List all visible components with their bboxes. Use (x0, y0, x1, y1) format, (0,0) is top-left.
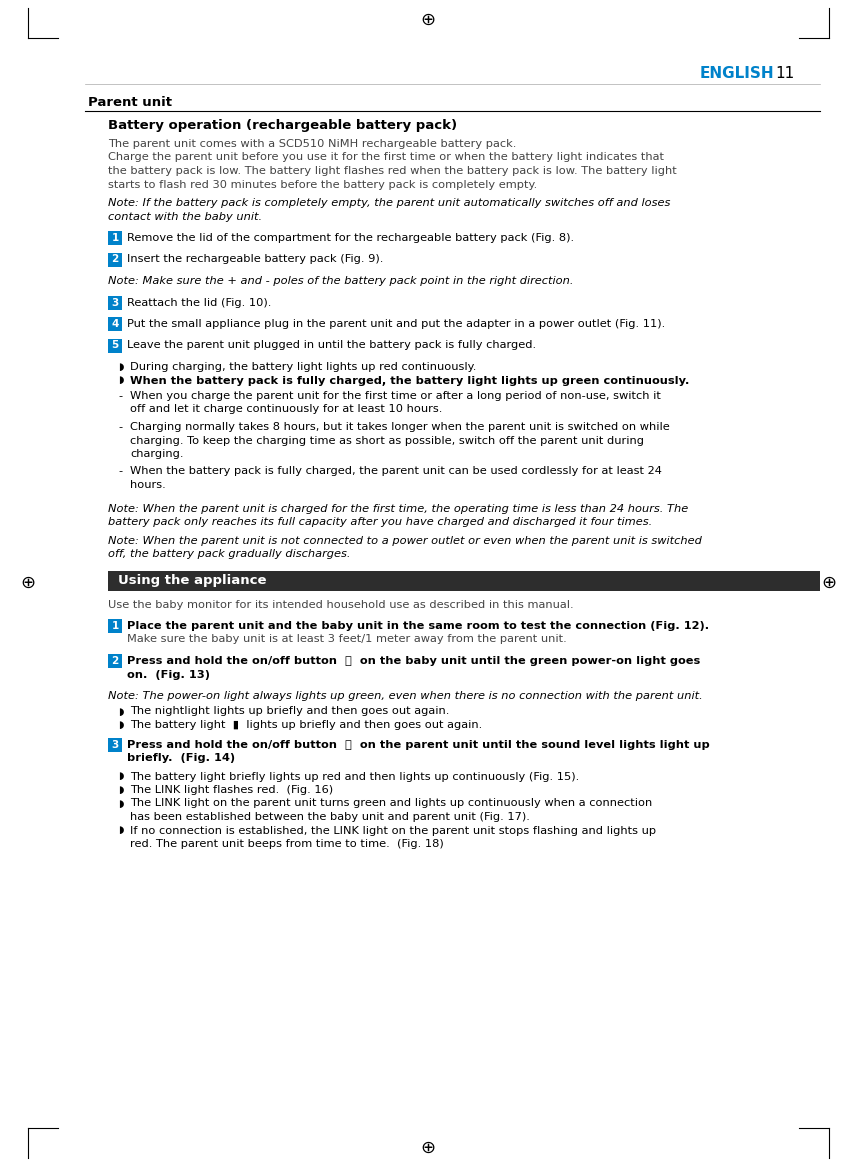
Text: If no connection is established, the LINK light on the parent unit stops flashin: If no connection is established, the LIN… (130, 826, 656, 836)
Text: the battery pack is low. The battery light flashes red when the battery pack is : the battery pack is low. The battery lig… (108, 166, 677, 176)
Text: red. The parent unit beeps from time to time.  (Fig. 18): red. The parent unit beeps from time to … (130, 840, 444, 849)
Text: Using the appliance: Using the appliance (118, 574, 267, 586)
FancyBboxPatch shape (108, 253, 122, 267)
Text: battery pack only reaches its full capacity after you have charged and discharge: battery pack only reaches its full capac… (108, 517, 652, 527)
Text: ◗: ◗ (118, 772, 123, 781)
Text: Press and hold the on/off button  ⏻  on the baby unit until the green power-on l: Press and hold the on/off button ⏻ on th… (127, 656, 700, 666)
Text: Place the parent unit and the baby unit in the same room to test the connection : Place the parent unit and the baby unit … (127, 621, 709, 631)
Text: When the battery pack is fully charged, the parent unit can be used cordlessly f: When the battery pack is fully charged, … (130, 466, 662, 477)
FancyBboxPatch shape (108, 295, 122, 309)
Text: off, the battery pack gradually discharges.: off, the battery pack gradually discharg… (108, 549, 351, 559)
Text: Note: Make sure the + and - poles of the battery pack point in the right directi: Note: Make sure the + and - poles of the… (108, 276, 573, 286)
Text: charging. To keep the charging time as short as possible, switch off the parent : charging. To keep the charging time as s… (130, 435, 644, 445)
Text: 1: 1 (111, 621, 118, 631)
Text: Insert the rechargeable battery pack (Fig. 9).: Insert the rechargeable battery pack (Fi… (127, 254, 383, 265)
Text: When you charge the parent unit for the first time or after a long period of non: When you charge the parent unit for the … (130, 391, 661, 401)
Text: During charging, the battery light lights up red continuously.: During charging, the battery light light… (130, 361, 476, 372)
Text: When the battery pack is fully charged, the battery light lights up green contin: When the battery pack is fully charged, … (130, 375, 689, 386)
Text: 5: 5 (111, 340, 118, 351)
FancyBboxPatch shape (108, 570, 820, 590)
Text: ◗: ◗ (118, 361, 123, 372)
Text: ◗: ◗ (118, 785, 123, 795)
Text: 2: 2 (111, 254, 118, 265)
Text: ⊕: ⊕ (421, 10, 435, 29)
Text: Battery operation (rechargeable battery pack): Battery operation (rechargeable battery … (108, 119, 457, 133)
FancyBboxPatch shape (108, 317, 122, 331)
Text: Note: If the battery pack is completely empty, the parent unit automatically swi: Note: If the battery pack is completely … (108, 198, 670, 208)
Text: starts to flash red 30 minutes before the battery pack is completely empty.: starts to flash red 30 minutes before th… (108, 180, 537, 190)
FancyBboxPatch shape (108, 338, 122, 352)
Text: ⊕: ⊕ (21, 574, 35, 592)
Text: ⊕: ⊕ (822, 574, 836, 592)
Text: ⊕: ⊕ (421, 1139, 435, 1157)
Text: 1: 1 (111, 233, 118, 243)
Text: Parent unit: Parent unit (88, 96, 172, 108)
Text: Note: The power-on light always lights up green, even when there is no connectio: Note: The power-on light always lights u… (108, 691, 703, 701)
Text: on.  (Fig. 13): on. (Fig. 13) (127, 669, 210, 680)
FancyBboxPatch shape (108, 654, 122, 668)
Text: has been established between the baby unit and parent unit (Fig. 17).: has been established between the baby un… (130, 812, 530, 822)
Text: Leave the parent unit plugged in until the battery pack is fully charged.: Leave the parent unit plugged in until t… (127, 340, 536, 351)
Text: Charge the parent unit before you use it for the first time or when the battery : Charge the parent unit before you use it… (108, 153, 664, 162)
Text: Note: When the parent unit is charged for the first time, the operating time is : Note: When the parent unit is charged fo… (108, 504, 688, 513)
Text: Put the small appliance plug in the parent unit and put the adapter in a power o: Put the small appliance plug in the pare… (127, 319, 665, 329)
Text: Make sure the baby unit is at least 3 feet/1 meter away from the parent unit.: Make sure the baby unit is at least 3 fe… (127, 634, 566, 645)
Text: The LINK light flashes red.  (Fig. 16): The LINK light flashes red. (Fig. 16) (130, 785, 333, 795)
Text: The battery light  ▮  lights up briefly and then goes out again.: The battery light ▮ lights up briefly an… (130, 719, 482, 730)
Text: contact with the baby unit.: contact with the baby unit. (108, 211, 262, 222)
Text: ◗: ◗ (118, 719, 123, 730)
Text: ENGLISH: ENGLISH (700, 65, 775, 80)
Text: Press and hold the on/off button  ⏻  on the parent unit until the sound level li: Press and hold the on/off button ⏻ on th… (127, 739, 710, 750)
FancyBboxPatch shape (108, 231, 122, 245)
Text: 4: 4 (111, 319, 118, 329)
Text: ◗: ◗ (118, 799, 123, 808)
Text: hours.: hours. (130, 480, 165, 490)
Text: ◗: ◗ (118, 707, 123, 716)
FancyBboxPatch shape (108, 738, 122, 752)
Text: Use the baby monitor for its intended household use as described in this manual.: Use the baby monitor for its intended ho… (108, 600, 573, 611)
Text: -: - (118, 391, 123, 401)
Text: Remove the lid of the compartment for the rechargeable battery pack (Fig. 8).: Remove the lid of the compartment for th… (127, 233, 574, 243)
Text: 3: 3 (111, 739, 118, 750)
Text: The nightlight lights up briefly and then goes out again.: The nightlight lights up briefly and the… (130, 707, 449, 716)
Text: charging.: charging. (130, 449, 183, 459)
Text: ◗: ◗ (118, 375, 123, 386)
Text: 2: 2 (111, 656, 118, 666)
Text: Note: When the parent unit is not connected to a power outlet or even when the p: Note: When the parent unit is not connec… (108, 535, 702, 546)
Text: The LINK light on the parent unit turns green and lights up continuously when a : The LINK light on the parent unit turns … (130, 799, 652, 808)
Text: off and let it charge continuously for at least 10 hours.: off and let it charge continuously for a… (130, 405, 442, 414)
Text: -: - (118, 422, 123, 431)
Text: Charging normally takes 8 hours, but it takes longer when the parent unit is swi: Charging normally takes 8 hours, but it … (130, 422, 670, 431)
Text: The battery light briefly lights up red and then lights up continuously (Fig. 15: The battery light briefly lights up red … (130, 772, 579, 781)
Text: briefly.  (Fig. 14): briefly. (Fig. 14) (127, 753, 235, 763)
Text: The parent unit comes with a SCD510 NiMH rechargeable battery pack.: The parent unit comes with a SCD510 NiMH… (108, 139, 517, 149)
FancyBboxPatch shape (108, 619, 122, 633)
Text: 3: 3 (111, 297, 118, 308)
Text: 11: 11 (775, 65, 794, 80)
Text: -: - (118, 466, 123, 477)
Text: ◗: ◗ (118, 826, 123, 836)
Text: Reattach the lid (Fig. 10).: Reattach the lid (Fig. 10). (127, 297, 272, 308)
